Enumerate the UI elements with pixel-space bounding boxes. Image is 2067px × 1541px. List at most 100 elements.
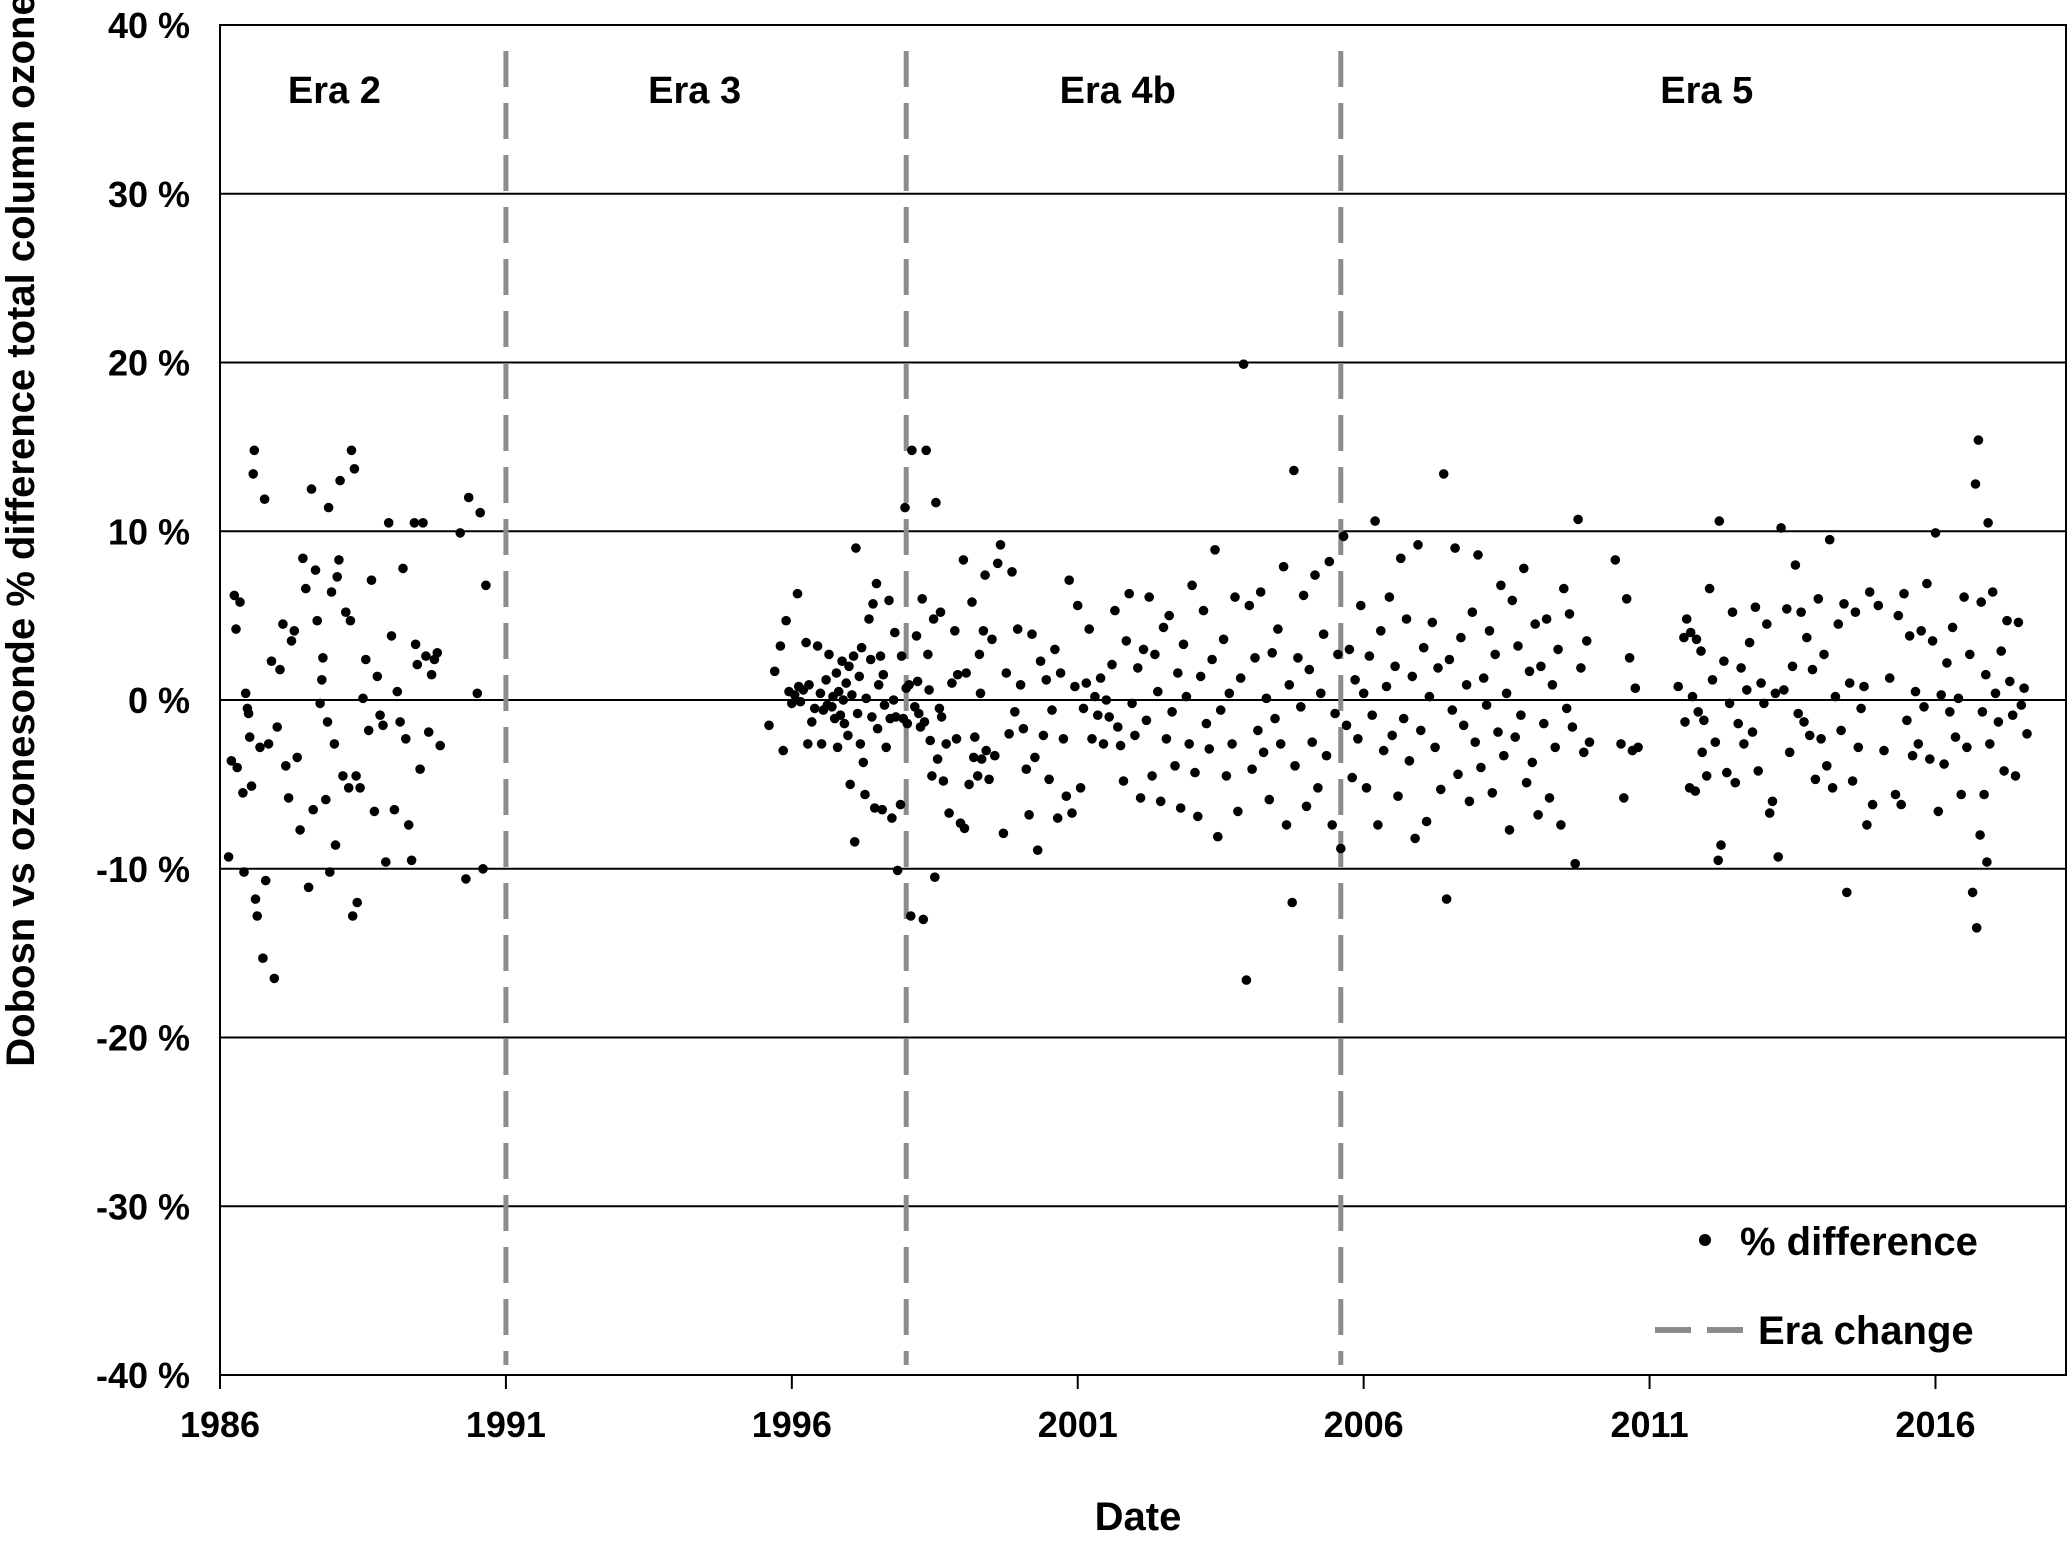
data-point xyxy=(1942,658,1952,668)
data-point xyxy=(1458,720,1469,731)
data-point xyxy=(409,518,420,528)
data-point xyxy=(1055,668,1066,678)
data-point xyxy=(1902,715,1912,726)
data-point xyxy=(1530,619,1540,629)
data-point xyxy=(355,783,365,793)
data-point xyxy=(463,492,474,503)
data-point xyxy=(851,543,861,553)
data-point xyxy=(1170,761,1180,771)
data-point xyxy=(845,779,855,790)
data-point xyxy=(1770,688,1781,699)
data-point xyxy=(1733,718,1743,729)
data-point xyxy=(392,686,403,697)
data-point xyxy=(415,764,425,774)
data-point xyxy=(1344,644,1355,655)
data-point xyxy=(286,636,297,646)
data-point xyxy=(932,754,943,764)
data-point xyxy=(255,742,265,753)
x-tick-label: 1986 xyxy=(180,1404,260,1445)
data-point xyxy=(1304,664,1315,675)
data-point xyxy=(1373,820,1383,830)
data-point xyxy=(1061,791,1072,801)
data-point xyxy=(873,680,884,690)
data-point xyxy=(1810,774,1821,785)
data-point xyxy=(1864,587,1875,597)
data-point xyxy=(1556,820,1566,830)
data-point xyxy=(1478,673,1489,683)
data-point xyxy=(363,725,374,736)
data-point xyxy=(1962,742,1972,753)
data-point xyxy=(1764,808,1775,818)
data-point xyxy=(952,669,963,680)
data-point xyxy=(275,664,285,675)
data-point xyxy=(1919,702,1929,712)
data-point xyxy=(240,688,251,699)
data-point xyxy=(1424,691,1435,702)
data-point xyxy=(1470,737,1480,747)
data-point xyxy=(884,595,894,606)
data-point xyxy=(1493,727,1503,737)
data-point xyxy=(330,840,341,850)
data-point xyxy=(1824,534,1835,545)
data-point xyxy=(289,626,300,636)
data-point xyxy=(938,776,949,786)
data-point xyxy=(1404,756,1415,766)
data-point xyxy=(1722,767,1732,778)
data-point xyxy=(1098,739,1109,749)
data-point xyxy=(1487,788,1498,798)
data-point xyxy=(1719,656,1729,666)
data-point xyxy=(896,651,907,661)
data-point xyxy=(1333,649,1343,660)
data-point xyxy=(352,897,363,908)
data-point xyxy=(421,651,431,661)
data-point xyxy=(1724,698,1735,709)
data-point xyxy=(868,599,878,609)
data-point xyxy=(1673,681,1683,692)
y-tick-label: 10 % xyxy=(108,511,190,552)
legend-label-era-change: Era change xyxy=(1758,1309,1974,1353)
data-point xyxy=(1401,614,1412,624)
data-point xyxy=(1633,742,1643,753)
data-point xyxy=(1693,707,1703,717)
data-point xyxy=(423,727,434,737)
data-point xyxy=(1993,717,2004,727)
data-point xyxy=(259,494,270,505)
data-point xyxy=(907,445,917,456)
data-point xyxy=(389,804,400,815)
data-point xyxy=(1004,729,1014,739)
data-point xyxy=(869,803,880,813)
data-point xyxy=(1044,774,1054,785)
data-point xyxy=(1270,713,1280,724)
data-point xyxy=(927,771,937,781)
era-label: Era 2 xyxy=(288,70,381,112)
era-labels: Era 2 Era 3 Era 4b Era 5 xyxy=(288,70,1753,112)
data-point xyxy=(1296,702,1306,712)
data-point xyxy=(1361,783,1372,793)
data-point xyxy=(455,528,466,538)
data-point xyxy=(781,615,791,626)
data-point xyxy=(1481,700,1492,710)
data-point xyxy=(1996,646,2006,656)
data-point xyxy=(1064,575,1074,585)
data-point xyxy=(1899,588,1909,599)
data-point xyxy=(1990,688,2001,699)
data-point xyxy=(406,855,417,866)
data-point xyxy=(1338,531,1349,542)
data-point xyxy=(1087,734,1097,744)
data-point xyxy=(804,680,814,690)
data-point xyxy=(1058,734,1069,744)
data-point xyxy=(967,597,977,607)
data-point xyxy=(992,558,1003,569)
data-point xyxy=(1744,637,1755,648)
data-point xyxy=(925,735,935,746)
data-point xyxy=(1539,718,1549,729)
data-point xyxy=(911,631,922,641)
data-point xyxy=(1327,820,1337,830)
data-point xyxy=(410,639,421,650)
data-point xyxy=(1844,678,1855,688)
data-point xyxy=(1747,727,1758,737)
data-point xyxy=(1836,725,1846,736)
data-point xyxy=(1155,796,1166,807)
data-point xyxy=(325,867,335,877)
data-point xyxy=(801,637,811,648)
